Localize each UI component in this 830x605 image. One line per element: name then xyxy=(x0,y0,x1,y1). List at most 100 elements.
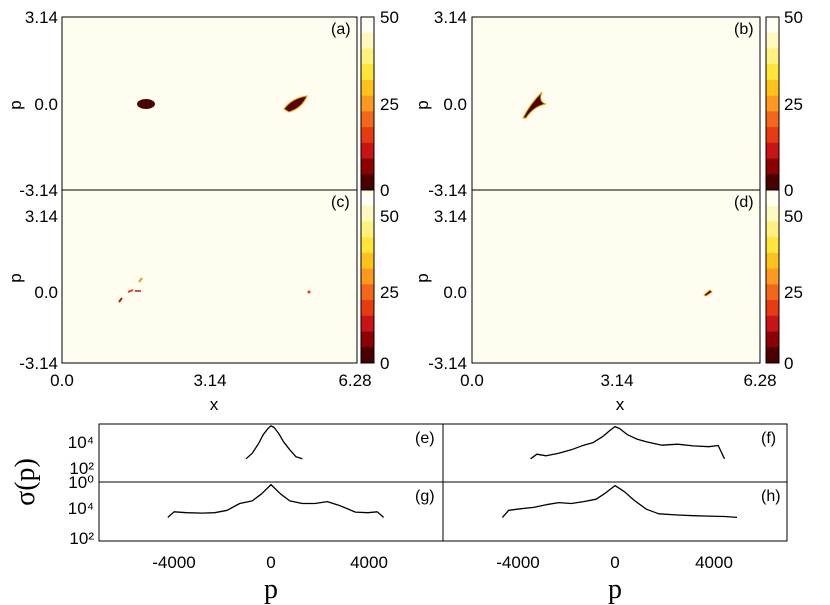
colorbar-block xyxy=(766,17,779,34)
panel-f-label: (f) xyxy=(761,430,776,447)
ytick-a-top: 3.14 xyxy=(25,8,58,27)
colorbar-block xyxy=(361,315,374,332)
ytick-d-bot: -3.14 xyxy=(428,354,467,373)
colorbar-block xyxy=(361,79,374,97)
panel-h-label: (h) xyxy=(761,488,781,505)
colorbar-c: 50 25 0 xyxy=(360,189,399,373)
bx-left-pos: 4000 xyxy=(350,553,388,572)
ylabel-a: p xyxy=(6,100,25,109)
colorbar-block xyxy=(766,127,779,144)
bx-left-zero: 0 xyxy=(266,553,275,572)
colorbar-block xyxy=(361,347,374,364)
bx-right-neg: -4000 xyxy=(496,553,539,572)
cb-c-top: 50 xyxy=(380,207,399,226)
sigma-curve-f xyxy=(530,425,726,460)
ytick-b-top: 3.14 xyxy=(434,8,467,27)
log-tick-g-top: 10⁴ xyxy=(68,499,94,518)
panel-g-label: (g) xyxy=(415,488,435,505)
sigma-panels: (e) (f) (g) (h) 10⁴ 10² 10⁰ 10⁴ 10² σ(p)… xyxy=(10,423,788,605)
panel-c-frame xyxy=(61,189,358,364)
ytick-d-mid: 0.0 xyxy=(443,283,467,302)
xtick-d-mid: 3.14 xyxy=(600,371,633,390)
colorbar-block xyxy=(766,174,779,191)
colorbar-block xyxy=(361,48,374,65)
colorbar-block xyxy=(361,17,374,34)
panel-b-label: (b) xyxy=(734,21,754,38)
cb-d-top: 50 xyxy=(784,207,803,226)
colorbar-block xyxy=(361,300,374,317)
cb-b-mid: 25 xyxy=(784,95,803,114)
colorbar-block xyxy=(766,95,779,112)
bx-right-zero: 0 xyxy=(610,553,619,572)
panel-c-mark-2 xyxy=(127,289,134,293)
colorbar-block xyxy=(766,158,779,175)
ylabel-d: p xyxy=(413,273,432,282)
panel-c-mark-5 xyxy=(307,290,311,294)
panel-a-frame xyxy=(61,16,358,191)
log-tick-g-bot: 10² xyxy=(69,529,94,548)
colorbar-block xyxy=(766,237,779,254)
ytick-b-bot: -3.14 xyxy=(428,181,467,200)
log-tick-e-bot: 10² xyxy=(69,459,94,478)
xtick-d-max: 6.28 xyxy=(743,371,776,390)
panel-b-frame xyxy=(471,16,761,191)
colorbar-block xyxy=(766,252,779,270)
panel-c-mark-1 xyxy=(118,297,123,303)
colorbar-block xyxy=(766,48,779,65)
colorbar-block xyxy=(361,64,374,81)
colorbar-block xyxy=(361,174,374,191)
colorbar-block xyxy=(361,252,374,270)
colorbar-block xyxy=(766,205,779,222)
colorbar-block xyxy=(766,331,779,348)
panel-d-mark xyxy=(703,289,713,297)
panel-c: (c) 3.14 0.0 -3.14 p 0.0 3.14 6.28 x xyxy=(6,189,372,414)
xtick-c-max: 6.28 xyxy=(338,371,371,390)
sigma-curves xyxy=(167,425,738,519)
colorbar-block xyxy=(766,347,779,364)
panel-a-marks xyxy=(137,95,308,113)
xlabel-d: x xyxy=(616,395,625,414)
panel-d: (d) 3.14 0.0 -3.14 p 0.0 3.14 6.28 x xyxy=(413,189,777,414)
cb-b-top: 50 xyxy=(784,8,803,27)
xtick-c-mid: 3.14 xyxy=(193,371,226,390)
colorbar-block xyxy=(361,127,374,144)
sigma-curve-e xyxy=(245,425,303,460)
panel-d-label: (d) xyxy=(734,194,754,211)
xtick-d-0: 0.0 xyxy=(460,371,484,390)
colorbar-b: 50 25 0 xyxy=(765,8,803,200)
bottom-xlabel-left: p xyxy=(264,574,278,605)
colorbar-a: 50 25 0 xyxy=(360,8,399,200)
ylabel-b: p xyxy=(413,100,432,109)
colorbar-block xyxy=(766,284,779,301)
colorbar-block xyxy=(361,237,374,254)
colorbar-block xyxy=(361,268,374,285)
cb-d-bot: 0 xyxy=(784,354,793,373)
colorbar-frame xyxy=(360,189,375,364)
colorbar-block xyxy=(766,190,779,207)
colorbar-block xyxy=(361,284,374,301)
sigma-ylabel: σ(p) xyxy=(10,458,41,506)
panel-c-marks xyxy=(118,277,311,303)
colorbar-block xyxy=(766,315,779,332)
panel-a-label: (a) xyxy=(331,21,351,38)
colorbar-block xyxy=(766,300,779,317)
panel-b: (b) 3.14 0.0 -3.14 p xyxy=(413,8,761,200)
cb-b-bot: 0 xyxy=(784,181,793,200)
colorbar-block xyxy=(766,32,779,49)
ytick-d-top: 3.14 xyxy=(434,207,467,226)
colorbar-block xyxy=(361,111,374,128)
panel-e-label: (e) xyxy=(415,430,435,447)
cb-a-top: 50 xyxy=(380,8,399,27)
colorbar-block xyxy=(766,142,779,159)
ytick-b-mid: 0.0 xyxy=(443,95,467,114)
panel-c-mark-3 xyxy=(138,277,143,283)
colorbar-block xyxy=(361,95,374,112)
ytick-a-mid: 0.0 xyxy=(34,95,58,114)
colorbar-d: 50 25 0 xyxy=(765,189,803,373)
colorbar-block xyxy=(766,268,779,285)
sigma-curve-g xyxy=(167,483,385,518)
panel-c-label: (c) xyxy=(331,194,350,211)
panel-b-streak xyxy=(522,91,547,119)
log-tick-g-base: 10⁰ xyxy=(68,473,94,492)
